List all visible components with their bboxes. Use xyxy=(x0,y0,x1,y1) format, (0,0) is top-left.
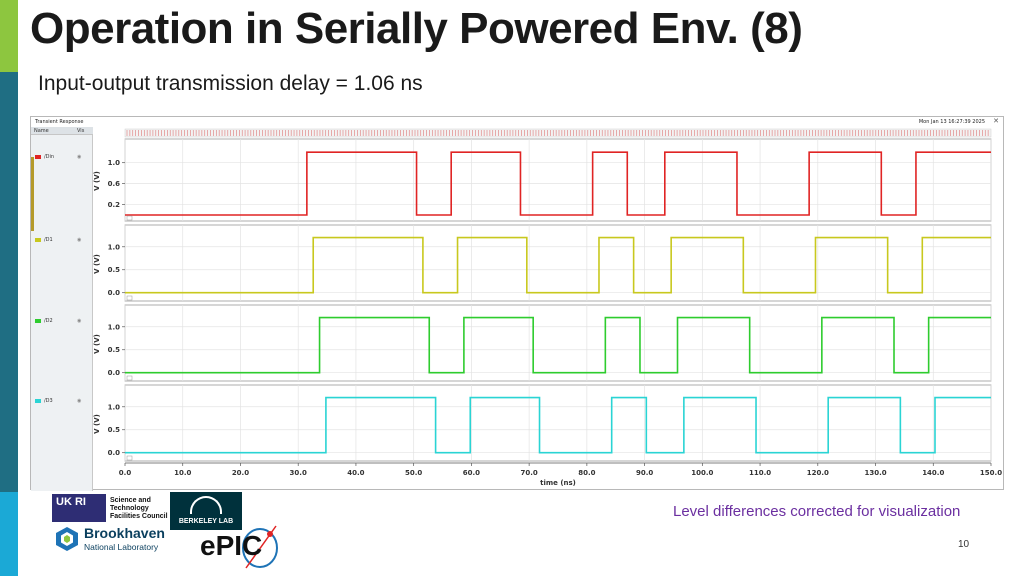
y-tick-label: 0.5 xyxy=(108,426,121,434)
brookhaven-hexagon-icon xyxy=(56,527,78,551)
signal-label: /D3 xyxy=(44,398,53,404)
y-axis-label: V (V) xyxy=(93,414,101,434)
x-tick-label: 30.0 xyxy=(290,469,307,477)
y-tick-label: 0.0 xyxy=(108,449,121,457)
signal-item-d3[interactable]: /D3 xyxy=(35,398,53,404)
stfc-line: Technology xyxy=(110,505,149,512)
eye-icon[interactable]: ◉ xyxy=(77,237,82,243)
x-tick-label: 90.0 xyxy=(636,469,653,477)
y-axis-label: V (V) xyxy=(93,254,101,274)
page-number: 10 xyxy=(958,539,970,550)
brookhaven-logo-subtitle: National Laboratory xyxy=(84,542,159,552)
signal-list-header: Name Vis xyxy=(31,127,93,135)
y-axis-label: V (V) xyxy=(93,171,101,191)
signal-item-d2[interactable]: /D2 xyxy=(35,318,53,324)
selected-trace-indicator xyxy=(31,157,34,231)
strip-frame xyxy=(124,384,992,462)
vis-column-header: Vis xyxy=(77,128,85,134)
x-tick-label: 130.0 xyxy=(864,469,886,477)
brookhaven-logo-name: Brookhaven xyxy=(84,525,165,541)
waveform-plot[interactable]: 1.0 0.6 0.2 V (V) 1.0 0.5 0.0 V (V) 1.0 0.5 0.0 V (… xyxy=(31,117,1005,491)
x-tick-label: 10.0 xyxy=(174,469,191,477)
footnote: Level differences corrected for visualiz… xyxy=(673,503,961,520)
x-tick-label: 100.0 xyxy=(691,469,713,477)
accent-bar-top xyxy=(0,0,18,72)
accent-bar-bottom xyxy=(0,492,18,576)
eye-icon[interactable]: ◉ xyxy=(77,154,82,160)
y-tick-label: 1.0 xyxy=(108,159,121,167)
berkeley-lab-logo: BERKELEY LAB xyxy=(170,492,242,530)
signal-label: /Din xyxy=(44,154,55,160)
berkeley-lab-label: BERKELEY LAB xyxy=(178,518,234,525)
ukri-logo: UK RI xyxy=(52,494,106,522)
signal-label: /D2 xyxy=(44,318,53,324)
close-icon[interactable]: ✕ xyxy=(993,118,999,125)
x-tick-label: 80.0 xyxy=(578,469,595,477)
waveform-d3 xyxy=(125,396,991,454)
stfc-logo-text: Science and Technology Facilities Counci… xyxy=(110,497,168,521)
waveform-d2 xyxy=(125,316,991,374)
strip-marker xyxy=(126,295,133,301)
signal-item-din[interactable]: /Din xyxy=(35,154,54,160)
eye-icon[interactable]: ◉ xyxy=(77,398,82,404)
y-tick-label: 1.0 xyxy=(108,323,121,331)
epic-logo: ePIC xyxy=(200,530,263,561)
accent-bar-middle xyxy=(0,72,18,492)
signal-item-d1[interactable]: /D1 xyxy=(35,237,53,243)
x-tick-label: 140.0 xyxy=(922,469,944,477)
x-tick-label: 0.0 xyxy=(119,469,132,477)
strip-frame xyxy=(124,304,992,382)
y-tick-label: 0.2 xyxy=(108,201,121,209)
x-tick-label: 60.0 xyxy=(463,469,480,477)
waveform-din xyxy=(125,151,991,216)
swatch-icon xyxy=(35,398,41,403)
waveform-viewer[interactable]: 1.0 0.6 0.2 V (V) 1.0 0.5 0.0 V (V) 1.0 0.5 0.0 V (… xyxy=(30,116,1005,491)
y-tick-label: 0.5 xyxy=(108,346,121,354)
stfc-line: Facilities Council xyxy=(110,513,168,520)
y-tick-label: 0.6 xyxy=(108,180,121,188)
dome-icon xyxy=(190,496,222,514)
waveform-d1 xyxy=(125,236,991,294)
swatch-icon xyxy=(35,154,41,159)
marker-toolbar xyxy=(124,128,992,138)
strip-marker xyxy=(126,455,133,461)
x-tick-label: 110.0 xyxy=(749,469,771,477)
y-tick-label: 0.0 xyxy=(108,289,121,297)
y-axis-label: V (V) xyxy=(93,334,101,354)
epic-orbit-icon xyxy=(242,525,278,569)
slide-subtitle: Input-output transmission delay = 1.06 n… xyxy=(38,72,423,95)
x-tick-label: 20.0 xyxy=(232,469,249,477)
x-tick-label: 70.0 xyxy=(520,469,537,477)
eye-icon[interactable]: ◉ xyxy=(77,318,82,324)
x-tick-label: 120.0 xyxy=(807,469,829,477)
slide-title: Operation in Serially Powered Env. (8) xyxy=(30,4,803,53)
name-column-header: Name xyxy=(34,128,49,134)
swatch-icon xyxy=(35,318,41,323)
viewer-date: Mon Jan 13 16:27:39 2025 xyxy=(918,119,985,125)
x-tick-label: 40.0 xyxy=(347,469,364,477)
signal-label: /D1 xyxy=(44,237,53,243)
strip-marker xyxy=(126,215,133,221)
strip-marker xyxy=(126,375,133,381)
x-tick-label: 50.0 xyxy=(405,469,422,477)
strip-frame xyxy=(124,224,992,302)
viewer-window-title: Transient Response xyxy=(35,119,84,125)
y-tick-label: 1.0 xyxy=(108,243,121,251)
y-tick-label: 1.0 xyxy=(108,403,121,411)
x-axis-label: time (ns) xyxy=(540,479,576,487)
stfc-line: Science and xyxy=(110,497,151,504)
y-tick-label: 0.0 xyxy=(108,369,121,377)
signal-name-panel: Name Vis /Din ◉ /D1 ◉ /D2 ◉ /D3 ◉ xyxy=(31,127,93,491)
strip-frame xyxy=(124,138,992,222)
swatch-icon xyxy=(35,237,41,242)
x-tick-label: 150.0 xyxy=(980,469,1002,477)
y-tick-label: 0.5 xyxy=(108,266,121,274)
